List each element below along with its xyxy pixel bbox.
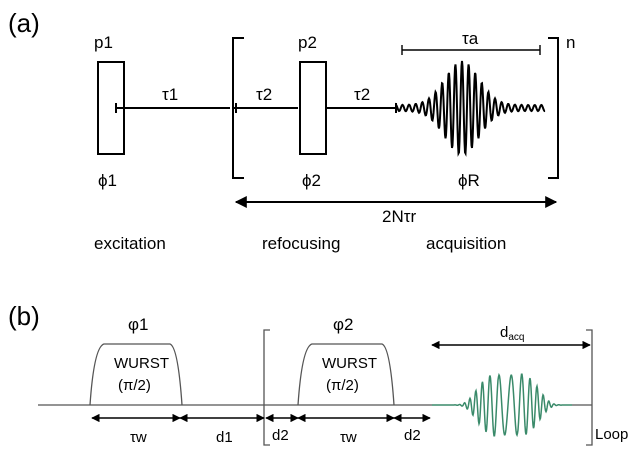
phiR-label: ϕR — [458, 171, 480, 190]
pulse1-name: WURST — [114, 355, 169, 372]
loop-bracket-right — [548, 37, 559, 179]
loop-bracket-right-b — [586, 329, 593, 446]
panel-a-label: (a) — [8, 8, 40, 38]
wurst-pulse-1 — [89, 343, 183, 406]
tau1-label: τ1 — [162, 85, 178, 104]
span-label: 2Nτr — [382, 207, 416, 226]
dacq-label: dacq — [500, 324, 524, 343]
d2-left-label: d2 — [272, 427, 289, 444]
pulse-p2 — [299, 61, 327, 155]
panel-b-label: (b) — [8, 301, 40, 331]
acquisition-label: acquisition — [426, 234, 506, 253]
d1-label: d1 — [216, 429, 233, 446]
tau-w-1-label: τw — [130, 429, 147, 446]
tau2-right-label: τ2 — [354, 85, 370, 104]
tau-a-label: τa — [462, 29, 479, 48]
phi1-label: ϕ1 — [98, 171, 117, 190]
echo-signal-a — [395, 60, 546, 157]
panel-a: (a) p1 ϕ1 τ1 τ2 p2 ϕ2 τ2 τa ϕR n — [8, 8, 575, 253]
loop-bracket-left-b — [263, 329, 270, 446]
phi2-label: ϕ2 — [302, 171, 321, 190]
p1-label: p1 — [94, 33, 113, 52]
pulse1-angle: (π/2) — [118, 377, 151, 394]
loop-label: Loop — [595, 426, 628, 443]
tau2-left-label: τ2 — [256, 85, 272, 104]
refocusing-label: refocusing — [262, 234, 340, 253]
pulse2-name: WURST — [322, 355, 377, 372]
d2-right-label: d2 — [404, 427, 421, 444]
echo-signal-b — [432, 372, 572, 438]
pulse2-angle: (π/2) — [326, 377, 359, 394]
wurst-pulse-2 — [297, 343, 395, 406]
n-label: n — [566, 33, 575, 52]
tau-w-2-label: τw — [340, 429, 357, 446]
phase1-label: φ1 — [128, 315, 148, 334]
excitation-label: excitation — [94, 234, 166, 253]
p2-label: p2 — [298, 33, 317, 52]
phase2-label: φ2 — [333, 315, 353, 334]
